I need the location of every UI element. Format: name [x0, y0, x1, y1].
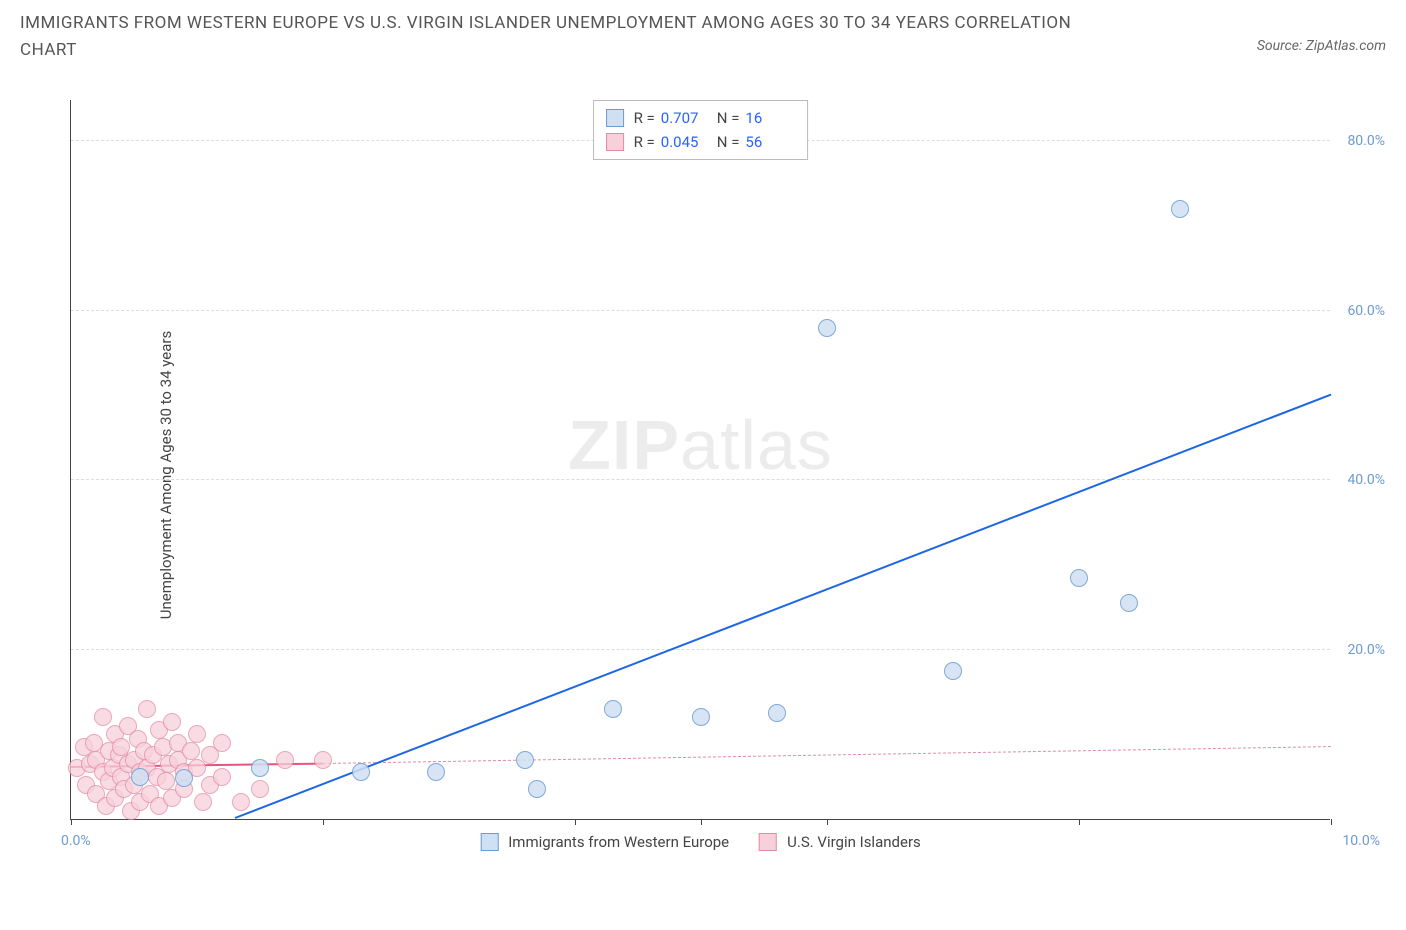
data-point-pink: [213, 734, 231, 752]
legend-row-blue: R = 0.707 N = 16: [606, 106, 796, 130]
r-label: R =: [634, 106, 655, 130]
data-point-blue: [175, 769, 193, 787]
watermark: ZIPatlas: [568, 405, 833, 485]
data-point-blue: [1120, 594, 1138, 612]
legend-row-pink: R = 0.045 N = 56: [606, 130, 796, 154]
swatch-pink-icon: [759, 833, 777, 851]
gridline: [71, 310, 1330, 311]
r-value-blue: 0.707: [661, 106, 711, 130]
legend-label-blue: Immigrants from Western Europe: [508, 833, 729, 851]
data-point-blue: [1171, 200, 1189, 218]
chart-container: Unemployment Among Ages 30 to 34 years Z…: [60, 90, 1380, 860]
x-tick: [701, 819, 702, 825]
y-tick-label: 80.0%: [1347, 133, 1385, 149]
data-point-pink: [251, 780, 269, 798]
n-label: N =: [717, 130, 740, 154]
x-tick: [323, 819, 324, 825]
data-point-pink: [276, 751, 294, 769]
x-tick: [827, 819, 828, 825]
data-point-blue: [427, 763, 445, 781]
y-tick-label: 40.0%: [1347, 472, 1385, 488]
trendline: [323, 746, 1331, 764]
data-point-blue: [818, 319, 836, 337]
x-tick: [1079, 819, 1080, 825]
data-point-blue: [604, 700, 622, 718]
x-tick: [1331, 819, 1332, 825]
gridline: [71, 479, 1330, 480]
data-point-pink: [194, 793, 212, 811]
data-point-blue: [692, 708, 710, 726]
data-point-blue: [944, 662, 962, 680]
data-point-blue: [1070, 569, 1088, 587]
x-tick: [575, 819, 576, 825]
x-tick-max: 10.0%: [1342, 833, 1380, 849]
y-tick-label: 20.0%: [1347, 642, 1385, 658]
data-point-pink: [182, 742, 200, 760]
x-tick: [71, 819, 72, 825]
legend-series: Immigrants from Western Europe U.S. Virg…: [480, 833, 921, 851]
source-credit: Source: ZipAtlas.com: [1257, 38, 1386, 54]
r-label: R =: [634, 130, 655, 154]
data-point-pink: [157, 772, 175, 790]
legend-item-blue: Immigrants from Western Europe: [480, 833, 729, 851]
data-point-pink: [163, 713, 181, 731]
n-value-blue: 16: [745, 106, 795, 130]
data-point-blue: [352, 763, 370, 781]
x-tick-min: 0.0%: [61, 833, 91, 849]
data-point-pink: [232, 793, 250, 811]
n-value-pink: 56: [745, 130, 795, 154]
swatch-pink: [606, 133, 624, 151]
y-tick-label: 60.0%: [1347, 303, 1385, 319]
swatch-blue: [606, 109, 624, 127]
data-point-pink: [138, 700, 156, 718]
legend-item-pink: U.S. Virgin Islanders: [759, 833, 921, 851]
n-label: N =: [717, 106, 740, 130]
legend-label-pink: U.S. Virgin Islanders: [787, 833, 921, 851]
data-point-blue: [251, 759, 269, 777]
data-point-pink: [213, 768, 231, 786]
r-value-pink: 0.045: [661, 130, 711, 154]
data-point-blue: [768, 704, 786, 722]
gridline: [71, 649, 1330, 650]
data-point-pink: [188, 725, 206, 743]
chart-title: IMMIGRANTS FROM WESTERN EUROPE VS U.S. V…: [20, 10, 1120, 64]
data-point-blue: [516, 751, 534, 769]
plot-area: ZIPatlas R = 0.707 N = 16 R = 0.045 N = …: [70, 100, 1330, 820]
data-point-pink: [94, 708, 112, 726]
data-point-blue: [131, 768, 149, 786]
swatch-blue-icon: [480, 833, 498, 851]
legend-stats: R = 0.707 N = 16 R = 0.045 N = 56: [593, 100, 809, 160]
data-point-pink: [314, 751, 332, 769]
data-point-blue: [528, 780, 546, 798]
